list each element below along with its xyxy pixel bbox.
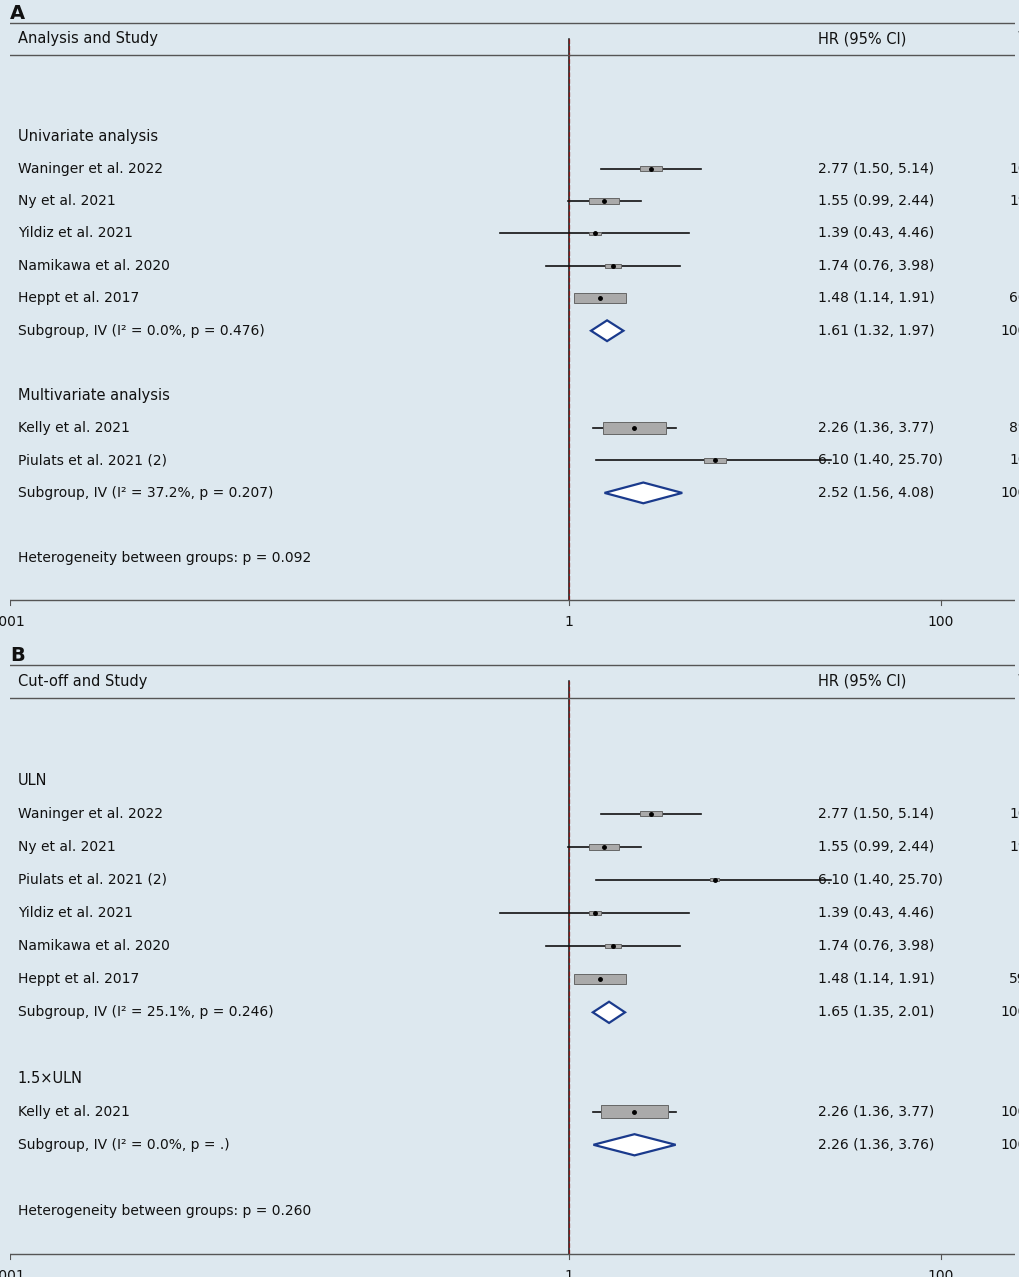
Bar xyxy=(703,458,726,464)
Text: 100.00: 100.00 xyxy=(1000,324,1019,337)
Text: Subgroup, IV (I² = 37.2%, p = 0.207): Subgroup, IV (I² = 37.2%, p = 0.207) xyxy=(17,487,273,499)
Text: 1.48 (1.14, 1.91): 1.48 (1.14, 1.91) xyxy=(817,972,934,986)
Polygon shape xyxy=(592,1001,625,1023)
Text: 1.74 (0.76, 3.98): 1.74 (0.76, 3.98) xyxy=(817,259,933,273)
Text: 89.07: 89.07 xyxy=(1008,421,1019,435)
Text: 100.00: 100.00 xyxy=(1000,1105,1019,1119)
Text: 100: 100 xyxy=(926,1269,953,1277)
Polygon shape xyxy=(604,483,682,503)
Text: 1.74 (0.76, 3.98): 1.74 (0.76, 3.98) xyxy=(817,939,933,953)
Text: 100.00: 100.00 xyxy=(1000,1138,1019,1152)
Bar xyxy=(640,811,661,816)
Text: Heppt et al. 2017: Heppt et al. 2017 xyxy=(17,972,139,986)
Text: Subgroup, IV (I² = 0.0%, p = .): Subgroup, IV (I² = 0.0%, p = .) xyxy=(17,1138,229,1152)
Bar xyxy=(589,231,600,235)
Bar xyxy=(589,912,600,914)
Text: 100.00: 100.00 xyxy=(1000,487,1019,499)
Text: Ny et al. 2021: Ny et al. 2021 xyxy=(17,194,115,208)
Bar xyxy=(574,974,626,985)
Text: Cut-off and Study: Cut-off and Study xyxy=(17,674,147,688)
Bar xyxy=(589,198,619,204)
Text: .001: .001 xyxy=(0,1269,25,1277)
Text: Namikawa et al. 2020: Namikawa et al. 2020 xyxy=(17,259,169,273)
Text: 10.93: 10.93 xyxy=(1008,453,1019,467)
Text: HR (95% CI): HR (95% CI) xyxy=(817,674,906,688)
Text: 1: 1 xyxy=(564,1269,573,1277)
Text: 60.65: 60.65 xyxy=(1008,291,1019,305)
Text: ULN: ULN xyxy=(17,773,47,788)
Text: Kelly et al. 2021: Kelly et al. 2021 xyxy=(17,1105,129,1119)
Text: Heterogeneity between groups: p = 0.260: Heterogeneity between groups: p = 0.260 xyxy=(17,1204,311,1218)
Text: 2.90: 2.90 xyxy=(1013,905,1019,919)
Text: Univariate analysis: Univariate analysis xyxy=(17,129,158,143)
Polygon shape xyxy=(593,1134,675,1156)
Bar xyxy=(602,423,665,434)
Text: Piulats et al. 2021 (2): Piulats et al. 2021 (2) xyxy=(17,453,166,467)
Text: Waninger et al. 2022: Waninger et al. 2022 xyxy=(17,807,162,821)
Text: 1: 1 xyxy=(564,614,573,628)
Text: 1.65 (1.35, 2.01): 1.65 (1.35, 2.01) xyxy=(817,1005,933,1019)
Text: 1.39 (0.43, 4.46): 1.39 (0.43, 4.46) xyxy=(817,226,933,240)
Text: Namikawa et al. 2020: Namikawa et al. 2020 xyxy=(17,939,169,953)
Text: 1.87: 1.87 xyxy=(1013,873,1019,886)
Text: 19.85: 19.85 xyxy=(1008,194,1019,208)
Bar xyxy=(574,294,626,303)
Text: 1.61 (1.32, 1.97): 1.61 (1.32, 1.97) xyxy=(817,324,934,337)
Bar xyxy=(639,166,661,171)
Text: 1.5×ULN: 1.5×ULN xyxy=(17,1071,83,1085)
Bar xyxy=(600,1106,667,1117)
Polygon shape xyxy=(590,321,623,341)
Text: 1.55 (0.99, 2.44): 1.55 (0.99, 2.44) xyxy=(817,840,933,854)
Text: Kelly et al. 2021: Kelly et al. 2021 xyxy=(17,421,129,435)
Text: A: A xyxy=(10,4,25,23)
Text: Analysis and Study: Analysis and Study xyxy=(17,32,158,46)
Text: 100: 100 xyxy=(926,614,953,628)
Bar xyxy=(604,264,621,268)
Text: Weight%: Weight% xyxy=(1016,674,1019,688)
Text: 10.65: 10.65 xyxy=(1008,162,1019,175)
Text: Piulats et al. 2021 (2): Piulats et al. 2021 (2) xyxy=(17,873,166,886)
Text: 1.55 (0.99, 2.44): 1.55 (0.99, 2.44) xyxy=(817,194,933,208)
Text: 10.45: 10.45 xyxy=(1009,807,1019,821)
Bar xyxy=(709,879,718,881)
Text: HR (95% CI): HR (95% CI) xyxy=(817,32,906,46)
Bar xyxy=(604,944,621,949)
Text: 6.10 (1.40, 25.70): 6.10 (1.40, 25.70) xyxy=(817,453,943,467)
Text: 2.26 (1.36, 3.77): 2.26 (1.36, 3.77) xyxy=(817,421,933,435)
Text: 6.10 (1.40, 25.70): 6.10 (1.40, 25.70) xyxy=(817,873,943,886)
Text: 59.52: 59.52 xyxy=(1009,972,1019,986)
Text: 2.77 (1.50, 5.14): 2.77 (1.50, 5.14) xyxy=(817,162,933,175)
Bar xyxy=(589,844,619,850)
Text: 2.26 (1.36, 3.77): 2.26 (1.36, 3.77) xyxy=(817,1105,933,1119)
Text: Heppt et al. 2017: Heppt et al. 2017 xyxy=(17,291,139,305)
Text: 1.48 (1.14, 1.91): 1.48 (1.14, 1.91) xyxy=(817,291,934,305)
Text: Subgroup, IV (I² = 0.0%, p = 0.476): Subgroup, IV (I² = 0.0%, p = 0.476) xyxy=(17,324,264,337)
Text: 1.39 (0.43, 4.46): 1.39 (0.43, 4.46) xyxy=(817,905,933,919)
Text: .001: .001 xyxy=(0,614,25,628)
Text: Yildiz et al. 2021: Yildiz et al. 2021 xyxy=(17,905,132,919)
Text: Subgroup, IV (I² = 25.1%, p = 0.246): Subgroup, IV (I² = 25.1%, p = 0.246) xyxy=(17,1005,273,1019)
Text: Yildiz et al. 2021: Yildiz et al. 2021 xyxy=(17,226,132,240)
Text: 5.89: 5.89 xyxy=(1013,259,1019,273)
Text: Multivariate analysis: Multivariate analysis xyxy=(17,388,169,404)
Text: 2.26 (1.36, 3.76): 2.26 (1.36, 3.76) xyxy=(817,1138,933,1152)
Text: Weight%: Weight% xyxy=(1016,32,1019,46)
Text: Heterogeneity between groups: p = 0.092: Heterogeneity between groups: p = 0.092 xyxy=(17,550,311,564)
Text: 2.95: 2.95 xyxy=(1013,226,1019,240)
Text: 100.00: 100.00 xyxy=(1000,1005,1019,1019)
Text: 19.48: 19.48 xyxy=(1008,840,1019,854)
Text: Waninger et al. 2022: Waninger et al. 2022 xyxy=(17,162,162,175)
Text: 2.52 (1.56, 4.08): 2.52 (1.56, 4.08) xyxy=(817,487,933,499)
Text: Ny et al. 2021: Ny et al. 2021 xyxy=(17,840,115,854)
Text: B: B xyxy=(10,646,24,664)
Text: 5.78: 5.78 xyxy=(1013,939,1019,953)
Text: 2.77 (1.50, 5.14): 2.77 (1.50, 5.14) xyxy=(817,807,933,821)
